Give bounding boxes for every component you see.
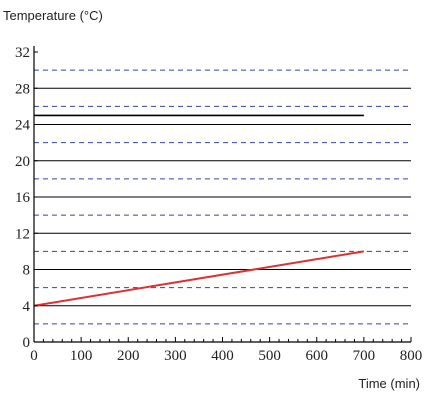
x-tick-label: 400 — [211, 348, 234, 364]
x-tick-label: 600 — [306, 348, 329, 364]
y-tick-label: 0 — [23, 335, 31, 351]
x-tick-label: 100 — [70, 348, 93, 364]
x-tick-label: 800 — [400, 348, 423, 364]
x-tick-label: 300 — [164, 348, 187, 364]
y-tick-label: 12 — [15, 226, 30, 242]
y-tick-label: 24 — [15, 118, 31, 134]
x-axis-label: Time (min) — [358, 376, 420, 391]
series-lines — [33, 114, 365, 307]
y-tick-label: 8 — [23, 263, 31, 279]
y-tick-label: 32 — [15, 45, 30, 61]
y-tick-label: 20 — [15, 154, 30, 170]
series-line-1 — [33, 250, 365, 307]
x-tick-label: 0 — [30, 348, 38, 364]
x-tick-label: 200 — [117, 348, 140, 364]
gridlines — [34, 69, 411, 325]
axes — [33, 46, 412, 343]
y-tick-label: 28 — [15, 81, 30, 97]
y-axis-label: Temperature (°C) — [3, 8, 103, 23]
tick-labels: 0 4 8 12 16 20 24 28 32 0 100 200 300 400 500 600 700 800 — [15, 45, 422, 364]
y-tick-label: 4 — [23, 299, 31, 315]
y-tick-label: 16 — [15, 190, 31, 206]
x-tick-label: 500 — [258, 348, 281, 364]
x-tick-label: 700 — [353, 348, 376, 364]
